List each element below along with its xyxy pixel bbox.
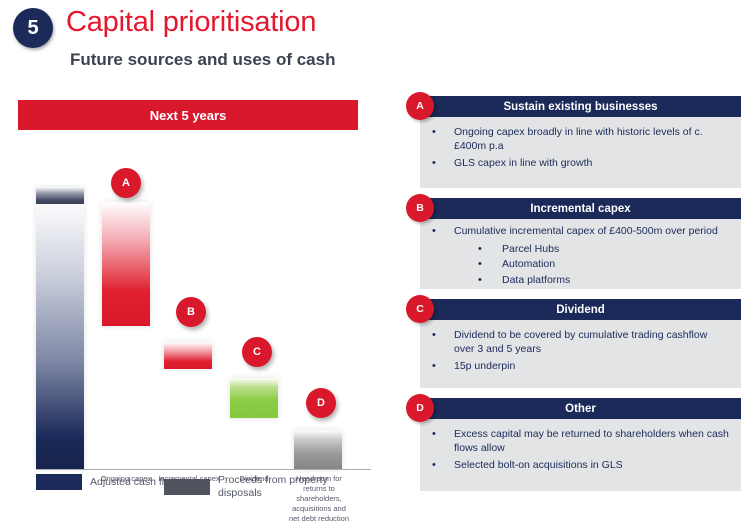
chart-badge-d[interactable]: D [306, 388, 336, 418]
bullet-text: Dividend to be covered by cumulative tra… [454, 329, 708, 355]
bullet-mark: • [432, 360, 436, 372]
bullet-item: • Data platforms [478, 274, 729, 288]
chart-plot-area: A B C D Sources Ongoing capex Incrementa… [18, 130, 373, 523]
bullet-mark: • [432, 329, 436, 341]
panel-title-d: Other [420, 398, 741, 419]
bullet-text: Excess capital may be returned to shareh… [454, 428, 729, 454]
panel-body-b: • Cumulative incremental capex of £400-5… [420, 219, 741, 297]
legend-swatch-grey [164, 479, 210, 495]
panel-body-d: • Excess capital may be returned to shar… [420, 419, 741, 485]
bullet-item: • GLS capex in line with growth [432, 157, 729, 171]
chart-badge-a[interactable]: A [111, 168, 141, 198]
bullet-mark: • [432, 459, 436, 471]
bullet-mark: • [478, 273, 482, 286]
panel-body-c: • Dividend to be covered by cumulative t… [420, 320, 741, 386]
panel-badge-a[interactable]: A [406, 92, 434, 120]
bar-dividend [230, 378, 278, 418]
bar-ongoing-capex [102, 202, 150, 326]
bullet-text: GLS capex in line with growth [454, 157, 593, 169]
bar-headroom [294, 430, 342, 469]
bullet-item: • 15p underpin [432, 360, 729, 374]
bullet-item: • Excess capital may be returned to shar… [432, 428, 729, 455]
bullet-mark: • [432, 126, 436, 138]
info-panel-d: D Other • Excess capital may be returned… [406, 394, 741, 491]
chart-title-bar: Next 5 years [18, 100, 358, 130]
info-panels-column: A Sustain existing businesses • Ongoing … [406, 92, 741, 508]
panel-title-a: Sustain existing businesses [420, 96, 741, 117]
axis-label-ongoing-capex: Ongoing capex [100, 474, 152, 483]
chart-legend: Adjusted cash flow Proceeds from propert… [36, 472, 376, 508]
bullet-mark: • [432, 225, 436, 237]
panel-badge-d[interactable]: D [406, 394, 434, 422]
info-panel-c: C Dividend • Dividend to be covered by c… [406, 295, 741, 388]
chart-axis-line [36, 469, 371, 470]
info-panel-a: A Sustain existing businesses • Ongoing … [406, 92, 741, 188]
page-title: Capital prioritisation [66, 6, 317, 38]
bullet-item: • Cumulative incremental capex of £400-5… [432, 225, 729, 239]
panel-title-b: Incremental capex [420, 198, 741, 219]
legend-label-property-disposals: Proceeds from property disposals [218, 474, 328, 499]
bullet-text: 15p underpin [454, 360, 516, 372]
legend-swatch-navy [36, 474, 82, 490]
bullet-text: Selected bolt-on acquisitions in GLS [454, 459, 623, 471]
chart-badge-c[interactable]: C [242, 337, 272, 367]
bullet-text: Automation [502, 258, 556, 270]
panel-title-c: Dividend [420, 299, 741, 320]
panel-badge-c[interactable]: C [406, 295, 434, 323]
bullet-mark: • [478, 242, 482, 255]
bullet-text: Cumulative incremental capex of £400-500… [454, 225, 718, 237]
bullet-item: • Automation [478, 258, 729, 272]
panel-badge-b[interactable]: B [406, 194, 434, 222]
legend-label-adjusted-cash-flow: Adjusted cash flow [90, 475, 178, 488]
bullet-text: Ongoing capex broadly in line with histo… [454, 126, 703, 152]
axis-label-dividend: Dividend [239, 474, 269, 483]
slide-header: 5 Capital prioritisation Future sources … [0, 0, 741, 86]
bullet-text: Parcel Hubs [502, 242, 560, 255]
bullet-text: Data platforms [502, 273, 571, 286]
bar-sources-adjusted-cash-flow [36, 204, 84, 469]
bar-incremental-capex [164, 342, 212, 369]
bullet-item: • Ongoing capex broadly in line with his… [432, 126, 729, 153]
axis-label-incremental-capex: Incremental capex [154, 474, 224, 484]
bullet-mark: • [432, 428, 436, 440]
step-number-badge: 5 [13, 8, 53, 48]
page-subtitle: Future sources and uses of cash [70, 50, 336, 69]
bullet-item: • Parcel Hubs [478, 243, 729, 257]
bullet-mark: • [478, 258, 482, 270]
info-panel-b: B Incremental capex • Cumulative increme… [406, 194, 741, 289]
waterfall-chart-panel: Next 5 years A B C D Sources Ongoing cap… [18, 100, 376, 523]
chart-badge-b[interactable]: B [176, 297, 206, 327]
legend-entry-property-disposals: Proceeds from property disposals [164, 474, 338, 500]
bullet-mark: • [432, 157, 436, 169]
bullet-item: • Dividend to be covered by cumulative t… [432, 329, 729, 356]
legend-entry-adjusted-cash-flow: Adjusted cash flow [36, 474, 182, 490]
panel-body-a: • Ongoing capex broadly in line with his… [420, 117, 741, 183]
bullet-item: • Selected bolt-on acquisitions in GLS [432, 459, 729, 473]
bar-sources-property-disposals [36, 187, 84, 204]
